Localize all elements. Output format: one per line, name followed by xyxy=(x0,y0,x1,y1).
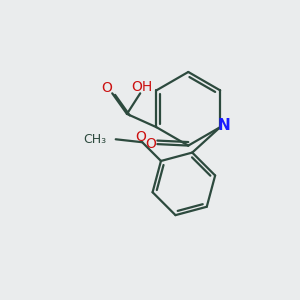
Text: CH₃: CH₃ xyxy=(83,133,106,146)
Text: O: O xyxy=(101,81,112,95)
Text: O: O xyxy=(146,137,156,151)
Text: N: N xyxy=(218,118,230,133)
Text: O: O xyxy=(135,130,146,144)
Text: OH: OH xyxy=(131,80,152,94)
